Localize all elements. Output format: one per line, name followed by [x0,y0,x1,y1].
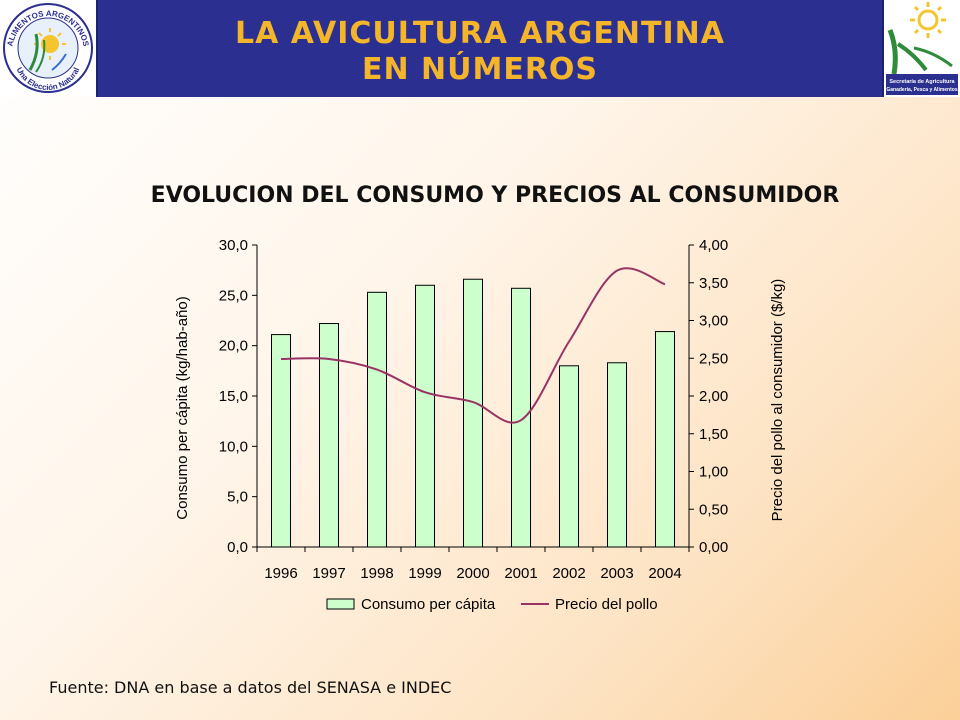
x-tick-label-1999: 1999 [408,565,441,582]
right-tick-label: 1,50 [699,426,728,443]
x-tick-label-1998: 1998 [360,565,393,582]
right-tick-label: 3,50 [699,275,728,292]
right-tick-label: 1,00 [699,464,728,481]
left-tick-label: 20,0 [219,338,248,355]
legend-label-precio: Precio del pollo [555,596,658,613]
left-tick-label: 15,0 [219,388,248,405]
left-tick-label: 10,0 [219,438,248,455]
left-tick-label: 0,0 [227,539,248,556]
bar-consumo-2002 [560,366,579,547]
x-tick-label-2001: 2001 [504,565,537,582]
bar-consumo-1998 [368,292,387,547]
bar-consumo-1996 [272,335,291,547]
right-tick-label: 2,00 [699,388,728,405]
source-note: Fuente: DNA en base a datos del SENASA e… [49,678,451,697]
bar-consumo-2004 [656,332,675,547]
right-tick-label: 2,50 [699,350,728,367]
right-tick-label: 0,00 [699,539,728,556]
right-axis-title: Precio del pollo al consumidor ($/kg) [769,279,786,522]
bar-consumo-2001 [512,288,531,547]
right-tick-label: 0,50 [699,501,728,518]
left-axis-title: Consumo per cápita (kg/hab-año) [174,296,191,519]
x-tick-label-2004: 2004 [648,565,681,582]
bar-consumo-1999 [416,285,435,547]
x-tick-label-2003: 2003 [600,565,633,582]
right-tick-label: 3,00 [699,313,728,330]
x-tick-label-2002: 2002 [552,565,585,582]
x-tick-label-1996: 1996 [264,565,297,582]
bar-consumo-2003 [608,363,627,547]
x-tick-label-1997: 1997 [312,565,345,582]
left-tick-label: 25,0 [219,287,248,304]
bar-consumo-2000 [464,279,483,547]
left-tick-label: 5,0 [227,489,248,506]
left-tick-label: 30,0 [219,237,248,254]
right-tick-label: 4,00 [699,237,728,254]
legend-label-consumo: Consumo per cápita [361,596,496,613]
bar-consumo-1997 [320,324,339,547]
legend-swatch-consumo [327,599,354,609]
x-tick-label-2000: 2000 [456,565,489,582]
